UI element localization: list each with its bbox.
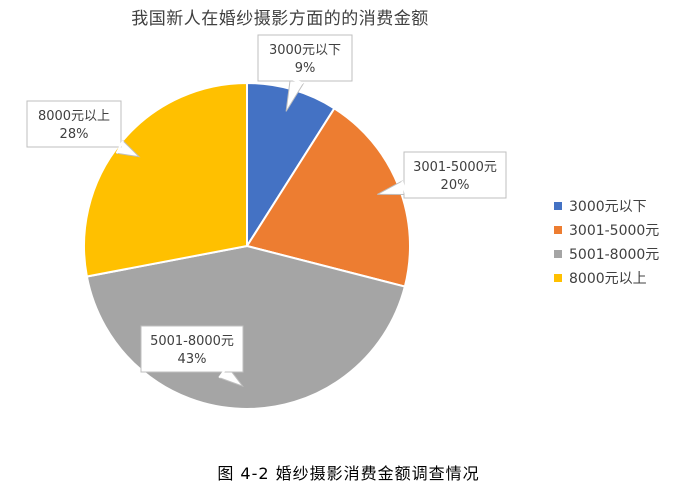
legend-label-2: 3001-5000元 (569, 223, 660, 239)
data-label-category-2: 3001-5000元 (413, 160, 497, 175)
legend-item-1: 3000元以下 (554, 194, 659, 218)
data-label-value-1: 9% (295, 61, 316, 76)
callout-seam-1 (289, 77, 304, 85)
data-label-category-1: 3000元以下 (269, 43, 341, 58)
data-label-box-1 (257, 34, 353, 82)
data-label-box-3 (140, 325, 244, 373)
legend-label-4: 8000元以上 (569, 271, 647, 287)
data-label-category-3: 5001-8000元 (150, 334, 234, 349)
legend-swatch-1 (554, 202, 562, 210)
legend-item-3: 5001-8000元 (554, 242, 659, 266)
legend-label-1: 3000元以下 (569, 199, 647, 215)
legend: 3000元以下 3001-5000元 5001-8000元 8000元以上 (554, 194, 659, 290)
data-label-value-3: 43% (178, 352, 207, 367)
legend-swatch-4 (554, 274, 562, 282)
data-label-box-2 (403, 151, 507, 199)
chart-title: 我国新人在婚纱摄影方面的的消费金额 (131, 9, 429, 29)
legend-item-4: 8000元以上 (554, 266, 659, 290)
data-label-value-2: 20% (441, 178, 470, 193)
callout-seam-4 (115, 140, 124, 154)
data-label-category-4: 8000元以上 (38, 109, 110, 124)
legend-item-2: 3001-5000元 (554, 218, 659, 242)
callout-seam-2 (401, 180, 407, 195)
legend-swatch-3 (554, 250, 562, 258)
data-label-box-4 (26, 100, 122, 148)
callout-seam-3 (218, 365, 229, 379)
legend-label-3: 5001-8000元 (569, 247, 660, 263)
figure-caption: 图 4-2 婚纱摄影消费金额调查情况 (217, 464, 480, 483)
legend-swatch-2 (554, 226, 562, 234)
data-label-value-4: 28% (60, 127, 89, 142)
